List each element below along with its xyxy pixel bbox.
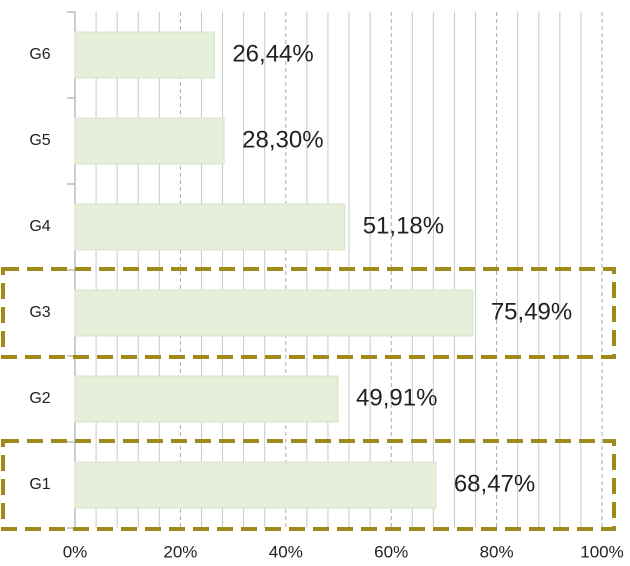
y-tick-label: G2	[29, 390, 50, 407]
highlight-box	[1, 267, 616, 359]
value-label: 26,44%	[232, 40, 313, 67]
value-label: 28,30%	[242, 126, 323, 153]
x-tick-label: 0%	[63, 542, 88, 561]
y-tick-label: G4	[29, 218, 50, 235]
y-tick-label: G1	[29, 476, 50, 493]
x-tick-label: 40%	[269, 542, 303, 561]
y-tick-label: G5	[29, 132, 50, 149]
x-tick-label: 80%	[480, 542, 514, 561]
bar	[74, 203, 346, 251]
y-tick-label: G6	[29, 46, 50, 63]
x-tick-label: 20%	[163, 542, 197, 561]
x-tick-label: 100%	[580, 542, 623, 561]
bar	[74, 289, 474, 337]
value-label: 49,91%	[356, 384, 437, 411]
value-label: 51,18%	[363, 212, 444, 239]
bar	[74, 117, 225, 165]
bar	[74, 31, 215, 79]
bar	[74, 461, 437, 509]
value-label: 75,49%	[491, 298, 572, 325]
y-tick-label: G3	[29, 304, 50, 321]
bar	[74, 375, 339, 423]
value-label: 68,47%	[454, 470, 535, 497]
x-tick-label: 60%	[374, 542, 408, 561]
highlight-box	[1, 439, 616, 531]
